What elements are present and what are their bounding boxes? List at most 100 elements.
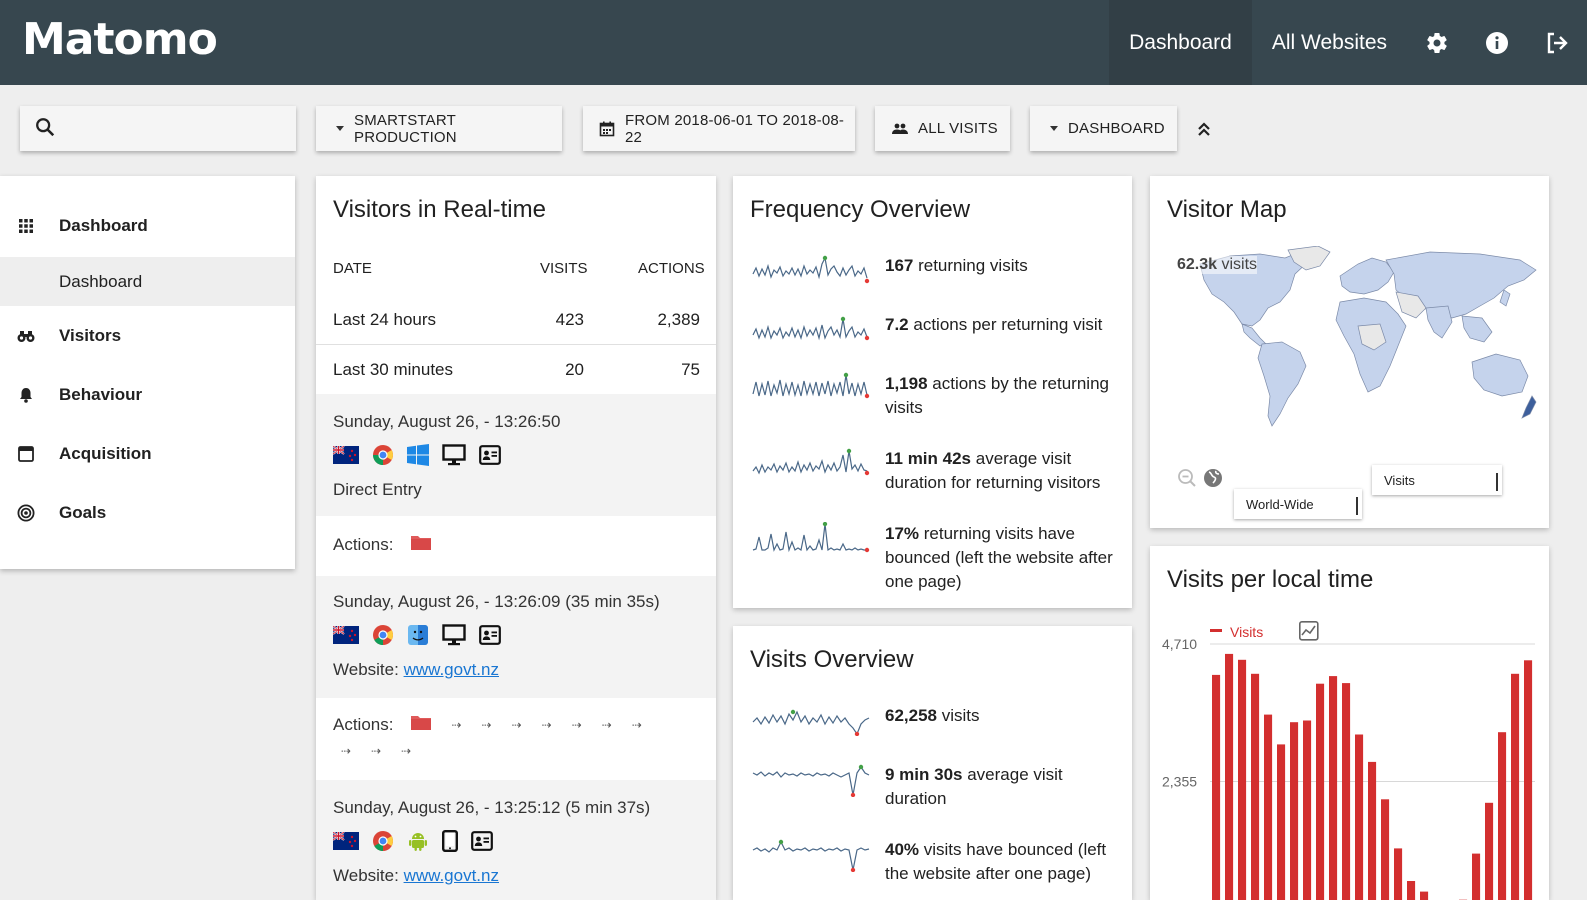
globe-icon[interactable] [1203, 468, 1223, 493]
search-box[interactable] [20, 106, 296, 151]
window-icon [0, 446, 59, 462]
site-selector-label: SMARTSTART PRODUCTION [354, 111, 457, 146]
action-arrow-icon[interactable]: ⇢ [601, 717, 612, 732]
metric-text: 17% returning visits have bounced (left … [885, 522, 1120, 594]
bar[interactable] [1329, 676, 1338, 900]
sparkline[interactable] [751, 763, 871, 797]
nav-dashboard[interactable]: Dashboard [1109, 0, 1252, 85]
bar[interactable] [1212, 674, 1221, 900]
region-select[interactable]: World-Wide [1234, 489, 1362, 519]
visit-entry[interactable]: Sunday, August 26, - 13:26:50 Direct Ent… [316, 394, 716, 516]
dashboard-selector[interactable]: DASHBOARD [1030, 106, 1177, 151]
bar[interactable] [1303, 720, 1312, 900]
action-arrow-icon[interactable]: ⇢ [541, 717, 552, 732]
action-arrow-icon[interactable]: ⇢ [371, 744, 382, 758]
bar[interactable] [1290, 722, 1299, 900]
column-header-date[interactable]: DATE [333, 260, 372, 277]
widget-title: Visitors in Real-time [333, 196, 546, 223]
table-row: Last 30 minutes 20 75 [316, 345, 716, 394]
bar[interactable] [1498, 732, 1507, 900]
column-header-visits[interactable]: VISITS [540, 260, 588, 277]
metric-label: visits [937, 706, 980, 725]
folder-icon[interactable] [411, 534, 432, 555]
info-icon[interactable] [1467, 0, 1527, 85]
bar[interactable] [1238, 659, 1247, 900]
date-range-label: FROM 2018-06-01 TO 2018-08-22 [625, 111, 845, 146]
segment-selector[interactable]: ALL VISITS [875, 106, 1010, 151]
action-arrow-icon[interactable]: ⇢ [511, 717, 522, 732]
sidebar-subitem-dashboard[interactable]: Dashboard [0, 257, 295, 306]
bar[interactable] [1316, 683, 1325, 900]
sidebar-menu: Dashboard Dashboard Visitors Behaviour A… [0, 176, 295, 569]
sparkline[interactable] [751, 704, 871, 736]
row-date: Last 30 minutes [333, 359, 454, 379]
collapse-icon[interactable] [1197, 121, 1211, 142]
gear-icon[interactable] [1407, 0, 1467, 85]
bar[interactable] [1355, 734, 1364, 900]
bar[interactable] [1511, 673, 1520, 900]
sparkline[interactable] [751, 447, 871, 479]
metric-select[interactable]: Visits [1372, 465, 1502, 495]
bar[interactable] [1225, 653, 1234, 900]
visit-source: Direct Entry [333, 480, 422, 500]
folder-icon[interactable] [411, 714, 432, 735]
visits-overview-widget: Visits Overview 62,258 visits 9 min 30s … [733, 626, 1132, 900]
date-range-selector[interactable]: FROM 2018-06-01 TO 2018-08-22 [583, 106, 855, 151]
site-selector[interactable]: SMARTSTART PRODUCTION [316, 106, 562, 151]
sidebar-item-behaviour[interactable]: Behaviour [0, 370, 295, 420]
map-region-middle-east [1395, 291, 1427, 319]
bar[interactable] [1524, 660, 1533, 900]
sparkline[interactable] [751, 313, 871, 345]
sparkline[interactable] [751, 522, 871, 554]
sparkline[interactable] [751, 838, 871, 872]
metric-row: 62,258 visits [751, 704, 1131, 736]
action-arrow-icon[interactable]: ⇢ [341, 744, 352, 758]
sidebar-item-dashboard[interactable]: Dashboard [0, 201, 295, 251]
sidebar-item-visitors[interactable]: Visitors [0, 311, 295, 361]
widget-title: Frequency Overview [750, 196, 971, 223]
nav-all-websites[interactable]: All Websites [1271, 30, 1387, 54]
bar[interactable] [1251, 673, 1260, 900]
bar[interactable] [1381, 799, 1390, 900]
action-arrow-icon[interactable]: ⇢ [401, 744, 412, 758]
map-total-label: visits [1217, 256, 1258, 273]
bar[interactable] [1394, 848, 1403, 900]
bar[interactable] [1342, 683, 1351, 900]
mac-os-icon [408, 625, 428, 645]
bar[interactable] [1368, 761, 1377, 900]
legend-label[interactable]: Visits [1230, 624, 1263, 640]
sidebar-item-goals[interactable]: Goals [0, 488, 295, 538]
metric-value: 17% [885, 524, 920, 543]
visit-source: Website: www.govt.nz [333, 660, 499, 680]
visit-entry[interactable]: Sunday, August 26, - 13:25:12 (5 min 37s… [316, 780, 716, 900]
column-header-actions[interactable]: ACTIONS [638, 260, 705, 277]
sparkline[interactable] [751, 254, 871, 286]
bar[interactable] [1420, 891, 1429, 900]
referrer-link[interactable]: www.govt.nz [403, 866, 499, 885]
matomo-logo[interactable]: Matomo [22, 14, 218, 65]
metric-value: 9 min 30s [885, 765, 963, 784]
sparkline[interactable] [751, 372, 871, 404]
sidebar-item-label: Acquisition [59, 444, 152, 463]
bar[interactable] [1407, 881, 1416, 900]
action-arrow-icon[interactable]: ⇢ [571, 717, 582, 732]
zoom-out-icon[interactable] [1177, 468, 1197, 493]
sidebar-item-acquisition[interactable]: Acquisition [0, 429, 295, 479]
bar[interactable] [1485, 802, 1494, 900]
action-arrow-icon[interactable]: ⇢ [451, 717, 462, 732]
bar[interactable] [1277, 744, 1286, 900]
bar-chart[interactable]: 4,710 2,355 Visits [1150, 616, 1549, 900]
metric-label: average visit duration [885, 765, 1063, 808]
bar[interactable] [1264, 714, 1273, 900]
logout-icon[interactable] [1527, 0, 1587, 85]
action-arrow-icon[interactable]: ⇢ [481, 717, 492, 732]
action-arrow-icon[interactable]: ⇢ [631, 717, 642, 732]
bar[interactable] [1472, 853, 1481, 900]
visit-entry[interactable]: Sunday, August 26, - 13:26:09 (35 min 35… [316, 576, 716, 698]
world-map[interactable] [1190, 246, 1540, 436]
chart-type-icon[interactable] [1299, 621, 1319, 641]
android-icon [409, 833, 427, 851]
visitor-profile-icon [479, 445, 501, 465]
referrer-link[interactable]: www.govt.nz [403, 660, 499, 679]
metric-text: 9 min 30s average visit duration [885, 763, 1120, 811]
